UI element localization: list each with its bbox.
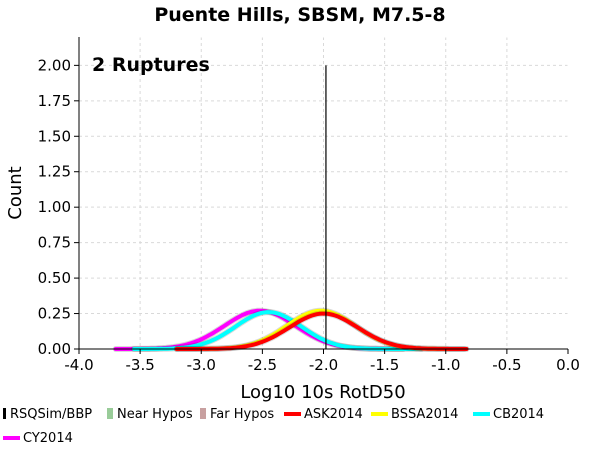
x-axis-label: Log10 10s RotD50 bbox=[240, 382, 405, 403]
legend-swatch bbox=[107, 408, 113, 419]
legend-label: ASK2014 bbox=[304, 407, 363, 422]
y-tick-label: 1.25 bbox=[38, 163, 71, 181]
grid bbox=[78, 37, 569, 350]
legend-swatch bbox=[3, 408, 6, 419]
legend-item: BSSA2014 bbox=[371, 407, 458, 422]
series-ask2014-line bbox=[174, 311, 469, 351]
y-tick-label: 1.00 bbox=[38, 198, 71, 216]
ticks: -4.0 -3.5 -3.0 -2.5 -2.0 -1.5 -1.0 -0.5 0.0 0.00 0… bbox=[38, 56, 580, 374]
y-tick-label: 0.50 bbox=[38, 269, 71, 287]
legend-item: Far Hypos bbox=[200, 407, 274, 422]
legend-item: CY2014 bbox=[3, 431, 73, 446]
legend-label: BSSA2014 bbox=[391, 407, 458, 422]
x-tick-label: -4.0 bbox=[64, 356, 93, 374]
chart-title: Puente Hills, SBSM, M7.5-8 bbox=[154, 4, 445, 26]
y-tick-label: 0.75 bbox=[38, 234, 71, 252]
y-tick-label: 0.25 bbox=[38, 305, 71, 323]
x-tick-label: -2.0 bbox=[309, 356, 338, 374]
x-tick-label: -3.5 bbox=[125, 356, 154, 374]
y-tick-label: 0.00 bbox=[38, 340, 71, 358]
legend-label: CY2014 bbox=[23, 431, 73, 446]
x-tick-label: -1.5 bbox=[370, 356, 399, 374]
y-axis-label: Count bbox=[5, 166, 26, 219]
x-tick-label: -0.5 bbox=[492, 356, 521, 374]
y-tick-label: 1.75 bbox=[38, 92, 71, 110]
y-tick-label: 2.00 bbox=[38, 56, 71, 74]
legend-item: CB2014 bbox=[473, 407, 544, 422]
rupture-count-annotation: 2 Ruptures bbox=[92, 54, 210, 76]
legend-swatch bbox=[200, 408, 206, 419]
legend-label: CB2014 bbox=[493, 407, 544, 422]
legend-label: Near Hypos bbox=[117, 407, 193, 422]
legend: RSQSim/BBP Near Hypos Far Hypos ASK2014 BSSA… bbox=[3, 407, 544, 446]
legend-label: Far Hypos bbox=[210, 407, 274, 422]
x-tick-label: 0.0 bbox=[556, 356, 580, 374]
legend-item: RSQSim/BBP bbox=[3, 407, 92, 422]
legend-label: RSQSim/BBP bbox=[10, 407, 92, 422]
x-tick-label: -3.0 bbox=[187, 356, 216, 374]
x-tick-label: -1.0 bbox=[431, 356, 460, 374]
legend-item: Near Hypos bbox=[107, 407, 193, 422]
legend-item: ASK2014 bbox=[284, 407, 363, 422]
x-tick-label: -2.5 bbox=[248, 356, 277, 374]
y-tick-label: 1.50 bbox=[38, 127, 71, 145]
